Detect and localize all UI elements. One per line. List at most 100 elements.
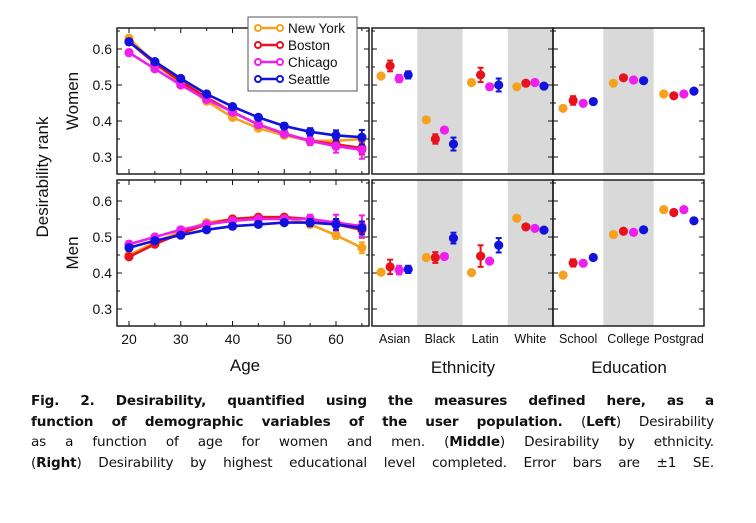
category-label-college: College (607, 332, 649, 346)
data-point (124, 48, 134, 58)
y-tick-label: 0.3 (93, 301, 113, 317)
data-point (494, 240, 504, 250)
legend-marker (276, 75, 284, 83)
series-seattle-ethnicity-women (403, 70, 549, 152)
series-new-york-education-women (558, 78, 669, 113)
data-point (639, 76, 649, 86)
series-boston-education-women (568, 73, 679, 106)
data-point (448, 233, 459, 243)
data-point (689, 86, 699, 96)
shaded-band-college (603, 180, 654, 326)
panel-frame-education-women (552, 27, 705, 175)
data-point (331, 219, 341, 229)
y-tick-label: 0.5 (93, 229, 113, 245)
series-line (128, 51, 363, 152)
y-axis-label: Desirability rank (33, 116, 52, 237)
data-point (669, 91, 679, 101)
row-label-women: Women (63, 72, 82, 130)
x-tick-label: 20 (121, 331, 137, 347)
caption-middle-tag: Middle (449, 434, 500, 450)
data-point (530, 77, 540, 88)
caption-line-1: Fig. 2. Desirability, quantified using t… (31, 391, 714, 412)
series-seattle-education-men (588, 216, 699, 263)
data-point (279, 218, 289, 228)
x-tick-label: 40 (225, 331, 241, 347)
series-chicago-education-men (578, 205, 689, 268)
data-point (376, 71, 386, 81)
legend-label: Seattle (288, 72, 330, 87)
data-point (202, 225, 212, 235)
data-point (385, 61, 395, 71)
data-point (568, 258, 578, 268)
data-point (539, 81, 549, 91)
data-point (403, 70, 413, 80)
data-point (403, 264, 413, 274)
data-point (512, 213, 522, 223)
category-shading (417, 28, 654, 326)
data-point (305, 218, 315, 228)
data-point (430, 134, 440, 144)
data-point (357, 223, 367, 233)
data-point (558, 270, 568, 280)
data-point (279, 121, 289, 131)
legend-marker (276, 41, 284, 49)
series-chicago-age-women (124, 48, 367, 160)
data-point (466, 268, 477, 278)
data-point (421, 252, 431, 263)
data-point (376, 267, 386, 277)
legend-item-chicago: Chicago (254, 55, 338, 70)
data-point (331, 141, 341, 151)
series-chicago-ethnicity-men (394, 223, 540, 276)
data-point (357, 132, 367, 142)
caption-line-4: (Right) Desirability by highest educatio… (31, 453, 714, 474)
data-point (679, 205, 689, 215)
axis-ticks: 0.3 0.4 0.5 0.6 0.3 0.4 0.5 0.6 20 30 40 50 60 Asian B… (93, 28, 704, 347)
data-point (176, 73, 186, 84)
y-tick-label: 0.6 (93, 193, 113, 209)
data-point (679, 89, 689, 99)
series-seattle-age-women (124, 37, 367, 146)
data-point (628, 227, 639, 237)
data-point (385, 262, 395, 272)
data-point (253, 120, 263, 130)
data-point (669, 207, 679, 218)
data-point (357, 145, 367, 155)
caption-text: as a function of age for women and men. … (31, 434, 450, 450)
series-chicago-education-women (578, 75, 689, 108)
series-new-york-ethnicity-women (376, 71, 522, 125)
legend-item-seattle: Seattle (254, 72, 330, 87)
series-line (128, 217, 363, 246)
data-point (448, 139, 459, 149)
shaded-band-white (507, 180, 553, 326)
data-point (279, 129, 289, 139)
panel-frame-age-men (116, 179, 370, 327)
category-label-latin: Latin (472, 332, 499, 346)
shaded-band-black (417, 28, 463, 174)
data-point (476, 70, 486, 80)
data-point (305, 127, 315, 137)
figure-2: 0.3 0.4 0.5 0.6 0.3 0.4 0.5 0.6 20 30 40 50 60 Asian B… (33, 16, 705, 377)
data-point (578, 258, 588, 268)
category-label-postgrad: Postgrad (654, 332, 704, 346)
data-point (558, 103, 568, 113)
caption-title: Fig. 2. Desirability, quantified using t… (31, 393, 714, 409)
data-marks (124, 33, 699, 280)
series-seattle-ethnicity-men (403, 225, 549, 274)
row-label-men: Men (63, 236, 82, 269)
y-tick-label: 0.4 (93, 265, 113, 281)
data-point (305, 136, 315, 146)
y-tick-label: 0.4 (93, 113, 113, 129)
data-point (485, 82, 495, 92)
data-point (628, 75, 639, 85)
caption-text: ) Desirability by highest educational le… (76, 454, 714, 471)
x-tick-label: 30 (173, 331, 189, 347)
data-point (608, 78, 619, 88)
data-point (530, 223, 540, 233)
data-point (539, 225, 549, 235)
data-point (608, 229, 619, 240)
series-boston-education-men (568, 207, 679, 268)
data-point (150, 57, 160, 67)
data-point (618, 73, 629, 83)
data-point (512, 82, 522, 92)
series-line (128, 40, 362, 139)
